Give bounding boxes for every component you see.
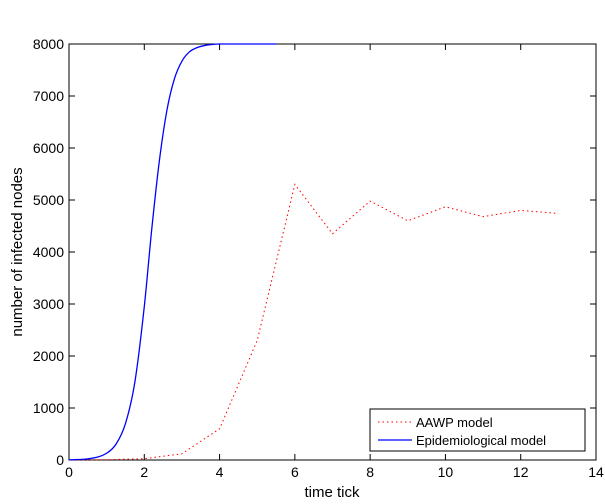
x-tick-label: 12 — [513, 464, 529, 480]
x-tick-label: 6 — [291, 464, 299, 480]
legend-box — [369, 408, 586, 452]
x-tick-label: 2 — [140, 464, 148, 480]
y-tick-label: 0 — [56, 452, 64, 468]
y-tick-label: 2000 — [33, 348, 64, 364]
y-tick-label: 5000 — [33, 192, 64, 208]
x-tick-label: 0 — [65, 464, 73, 480]
y-tick-label: 1000 — [33, 400, 64, 416]
x-tick-label: 10 — [438, 464, 454, 480]
x-tick-label: 8 — [366, 464, 374, 480]
y-axis-label: number of infected nodes — [9, 167, 26, 336]
y-tick-label: 7000 — [33, 88, 64, 104]
y-tick-label: 6000 — [33, 140, 64, 156]
series-line-epidemiological-model — [68, 43, 277, 461]
legend-label-epidemiological: Epidemiological model — [416, 433, 546, 448]
x-tick-label: 14 — [588, 464, 604, 480]
x-axis: 0 2 4 6 8 10 12 14 — [65, 44, 604, 480]
y-tick-label: 3000 — [33, 296, 64, 312]
y-tick-label: 8000 — [33, 36, 64, 52]
series-layer — [68, 43, 559, 461]
y-tick-label: 4000 — [33, 244, 64, 260]
x-tick-label: 4 — [216, 464, 224, 480]
x-axis-label: time tick — [304, 484, 360, 501]
plot-area — [68, 43, 597, 461]
legend: AAWP model Epidemiological model — [369, 408, 586, 452]
legend-label-aawp: AAWP model — [416, 415, 493, 430]
series-line-aawp-model — [68, 183, 559, 461]
